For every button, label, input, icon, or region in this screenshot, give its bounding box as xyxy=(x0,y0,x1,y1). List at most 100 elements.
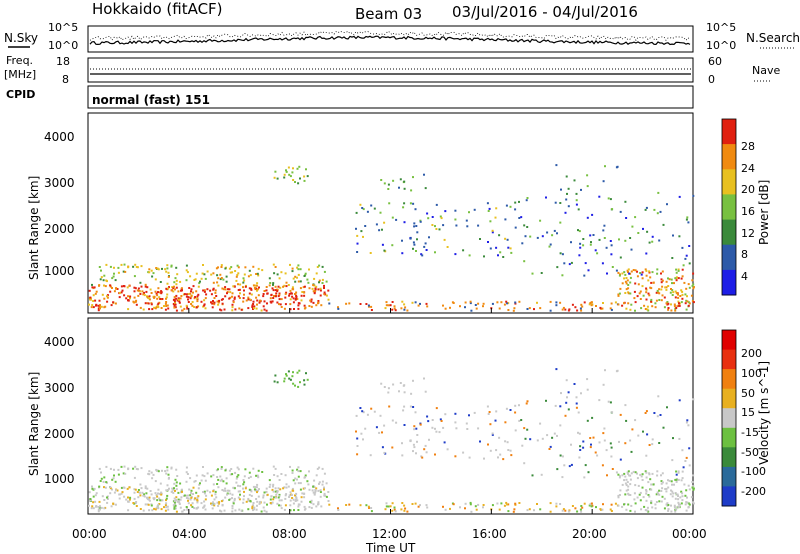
power-cell xyxy=(367,304,370,307)
velocity-cell xyxy=(491,432,494,435)
velocity-cell xyxy=(617,504,620,507)
velocity-cell xyxy=(658,489,661,492)
power-cell xyxy=(681,293,684,296)
power-cell xyxy=(499,251,502,254)
velocity-cell xyxy=(185,471,188,474)
velocity-cell xyxy=(567,391,570,394)
power-cell xyxy=(658,288,661,291)
velocity-cell xyxy=(150,493,153,496)
power-cell xyxy=(269,300,272,303)
power-cell xyxy=(391,216,394,219)
power-cell xyxy=(505,204,508,207)
power-cell xyxy=(192,285,195,288)
power-cell xyxy=(614,301,617,304)
velocity-cell xyxy=(393,506,396,509)
velocity-cell xyxy=(219,475,222,478)
power-cell xyxy=(651,235,654,238)
power-cell xyxy=(496,301,499,304)
power-cell xyxy=(400,307,403,310)
x-label: Time UT xyxy=(365,541,416,554)
velocity-cell xyxy=(151,477,154,480)
velocity-cell xyxy=(682,466,685,469)
power-cell xyxy=(103,284,105,287)
power-cell xyxy=(287,166,290,169)
velocity-cell xyxy=(134,502,137,505)
velocity-cell xyxy=(489,423,492,426)
vel-cb-tick-neg50: -50 xyxy=(741,446,759,459)
power-cell xyxy=(389,304,392,307)
velocity-cell xyxy=(611,411,614,414)
power-cell xyxy=(195,272,198,275)
power-cell xyxy=(123,263,126,266)
power-cell xyxy=(143,291,145,294)
velocity-cell xyxy=(469,501,472,504)
velocity-cell xyxy=(592,436,595,439)
velocity-cell xyxy=(651,472,654,475)
velocity-cell xyxy=(567,510,570,513)
velocity-cell xyxy=(285,374,288,377)
power-cell xyxy=(229,271,232,274)
power-cell xyxy=(148,295,151,298)
power-cell xyxy=(116,288,119,290)
velocity-cell xyxy=(665,490,668,493)
power-cell xyxy=(618,238,620,241)
power-cell xyxy=(684,257,687,260)
velocity-cell xyxy=(199,482,201,485)
velocity-cell xyxy=(629,483,632,486)
power-cell xyxy=(581,305,584,308)
power-cell xyxy=(174,306,177,309)
power-cell xyxy=(629,292,632,295)
velocity-cell xyxy=(292,479,295,482)
power-cell xyxy=(505,300,508,303)
velocity-cell xyxy=(644,470,647,473)
velocity-cell xyxy=(629,494,632,496)
power-cell xyxy=(206,288,209,291)
velocity-cell xyxy=(223,509,226,512)
velocity-cell xyxy=(634,502,637,505)
power-cell xyxy=(248,292,251,295)
velocity-cell xyxy=(482,506,484,509)
velocity-cell xyxy=(310,499,313,502)
power-cell xyxy=(650,300,653,303)
power-cb-tick-20: 20 xyxy=(741,183,755,196)
power-cell xyxy=(624,200,627,203)
velocity-cell xyxy=(401,502,404,504)
power-cell xyxy=(285,291,288,294)
velocity-cell xyxy=(660,474,662,477)
power-cell xyxy=(671,294,674,296)
velocity-cell xyxy=(403,384,406,387)
velocity-cell xyxy=(204,508,207,511)
velocity-cell xyxy=(656,491,659,494)
velocity-cell xyxy=(685,421,688,424)
power-cell xyxy=(670,303,672,306)
power-cell xyxy=(256,303,258,306)
power-cell xyxy=(183,293,186,296)
power-cell xyxy=(627,268,630,271)
velocity-cell xyxy=(238,490,241,493)
power-cell xyxy=(173,285,175,288)
power-cell xyxy=(327,289,330,292)
power-cell xyxy=(292,297,295,300)
power-cell xyxy=(284,303,287,306)
velocity-cell xyxy=(673,483,675,486)
velocity-cell xyxy=(678,437,681,440)
velocity-cell xyxy=(474,505,477,508)
power-cell xyxy=(133,290,136,293)
power-cell xyxy=(626,269,629,272)
power-cell xyxy=(651,305,654,308)
velocity-cell xyxy=(174,489,176,492)
power-cell xyxy=(164,268,167,271)
velocity-cell xyxy=(650,501,653,504)
power-cell xyxy=(312,284,315,287)
power-cell xyxy=(239,292,241,295)
velocity-cell xyxy=(147,503,150,506)
power-cell xyxy=(289,303,292,306)
power-cell xyxy=(556,266,559,269)
power-cell xyxy=(193,297,196,300)
velocity-cell xyxy=(109,486,112,488)
velocity-cell xyxy=(193,498,196,501)
power-cell xyxy=(586,174,589,177)
velocity-cell xyxy=(132,467,135,470)
velocity-cell xyxy=(292,371,294,374)
velocity-cell xyxy=(653,412,656,414)
